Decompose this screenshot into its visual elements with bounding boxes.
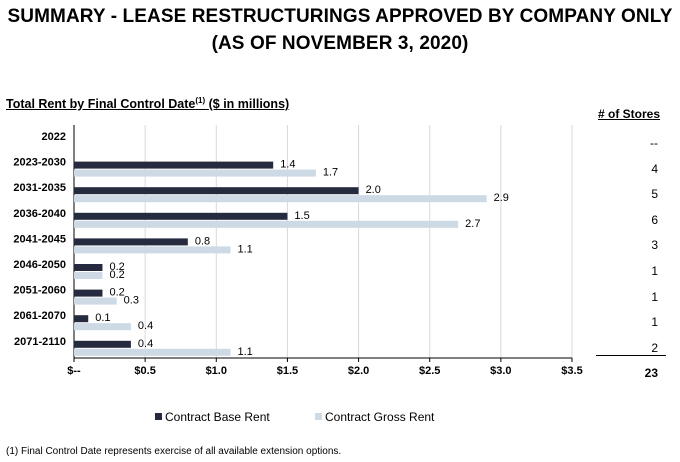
data-label-base: 0.1 (95, 312, 110, 324)
data-label-gross: 1.1 (238, 346, 253, 358)
bar-gross-rent (74, 195, 487, 203)
bar-gross-rent (74, 323, 131, 331)
store-count: 6 (651, 212, 658, 227)
footnote: (1) Final Control Date represents exerci… (6, 446, 342, 457)
page-title: SUMMARY - LEASE RESTRUCTURINGS APPROVED … (7, 6, 673, 27)
bar-base-rent (74, 340, 131, 348)
bar-gross-rent (74, 246, 231, 254)
bar-chart: $-- $0.5 $1.0 $1.5 $2.0 $2.5 $3.0 $3.5 2022 2023-… (13, 125, 583, 377)
store-count: 5 (651, 187, 658, 202)
x-tick-label: $2.0 (348, 365, 369, 377)
bar-base-rent (74, 212, 288, 220)
data-label-gross: 1.1 (238, 243, 253, 255)
category-label: 2022 (42, 131, 66, 143)
legend-label-base: Contract Base Rent (165, 410, 270, 424)
data-label-base: 0.2 (109, 261, 124, 273)
legend-label-gross: Contract Gross Rent (325, 410, 435, 424)
data-label-base: 0.2 (109, 287, 124, 299)
data-label-gross: 1.7 (323, 167, 338, 179)
data-label-base: 1.5 (294, 210, 309, 222)
x-tick-label: $0.5 (134, 365, 155, 377)
data-label-base: 1.4 (280, 159, 295, 171)
bar-gross-rent (74, 220, 459, 228)
x-tick-label: $-- (67, 365, 81, 377)
category-label: 2051-2060 (13, 285, 66, 297)
store-count: 1 (651, 264, 658, 278)
bar-base-rent (74, 161, 274, 169)
data-label-gross: 2.9 (494, 192, 509, 204)
store-count: 1 (651, 315, 658, 330)
data-label-gross: 0.3 (124, 295, 139, 307)
store-count: 4 (651, 161, 658, 176)
category-label: 2031-2035 (13, 182, 66, 194)
bar-gross-rent (74, 348, 231, 356)
bar-base-rent (74, 315, 89, 323)
stores-total: 23 (644, 366, 658, 380)
category-label: 2046-2050 (13, 259, 66, 271)
x-tick-label: $2.5 (419, 365, 440, 377)
chart-title-footnote-mark: (1) (195, 96, 206, 105)
data-label-base: 0.4 (138, 338, 153, 350)
page-subtitle-date: (AS OF NOVEMBER 3, 2020) (211, 33, 469, 54)
store-count: -- (650, 136, 658, 150)
bar-base-rent (74, 187, 359, 195)
data-label-base: 2.0 (366, 184, 381, 196)
chart-title-main: Total Rent by Final Control Date (6, 97, 196, 112)
legend-swatch-gross (315, 413, 322, 420)
category-label: 2036-2040 (13, 208, 66, 220)
legend-item-base: Contract Base Rent (155, 410, 270, 424)
bar-base-rent (74, 264, 103, 271)
stores-total-rule (596, 355, 666, 356)
bar-gross-rent (74, 169, 316, 177)
bar-gross-rent (74, 272, 103, 279)
bar-gross-rent (74, 297, 117, 305)
chart-title-units: ($ in millions) (208, 97, 290, 112)
bar-base-rent (74, 289, 103, 297)
x-tick-label: $1.0 (206, 365, 227, 377)
store-count: 2 (651, 340, 658, 355)
x-tick-label: $1.5 (277, 365, 298, 377)
x-tick-label: $3.5 (561, 365, 582, 377)
category-label: 2023-2030 (13, 157, 66, 169)
category-label: 2071-2110 (14, 336, 66, 348)
data-label-gross: 0.4 (138, 320, 153, 332)
x-tick-label: $3.0 (490, 365, 511, 377)
legend-item-gross: Contract Gross Rent (315, 410, 434, 424)
bar-base-rent (74, 238, 188, 246)
chart-title: Total Rent by Final Control Date(1) ($ i… (6, 96, 289, 111)
data-label-base: 0.8 (195, 235, 210, 247)
category-label: 2061-2070 (13, 310, 66, 322)
category-label: 2041-2045 (13, 233, 66, 245)
store-count: 3 (651, 238, 658, 253)
legend-swatch-base (155, 413, 162, 420)
data-label-gross: 0.2 (109, 269, 124, 281)
data-label-gross: 2.7 (465, 218, 480, 230)
store-count: 1 (651, 289, 658, 304)
stores-column-header: # of Stores (598, 107, 661, 121)
